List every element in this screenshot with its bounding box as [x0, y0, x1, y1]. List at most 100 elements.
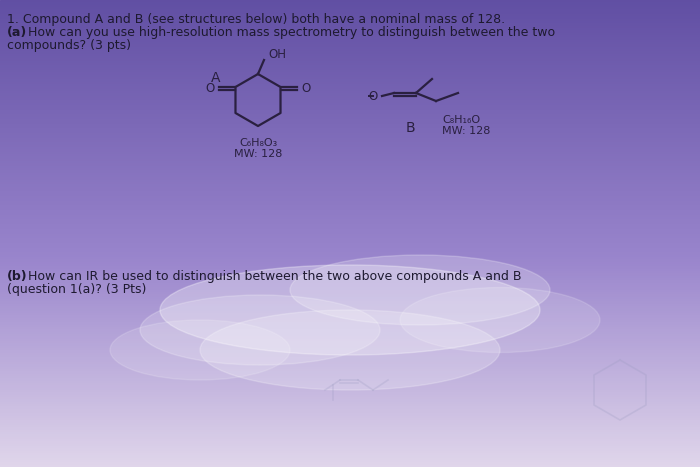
Bar [0, 252, 700, 255]
Bar [0, 131, 700, 133]
Bar [0, 299, 700, 301]
Bar [0, 451, 700, 453]
Bar [0, 89, 700, 91]
Bar [0, 259, 700, 262]
Bar [0, 399, 700, 402]
Bar [0, 47, 700, 49]
Bar [0, 93, 700, 96]
Bar [0, 149, 700, 152]
Bar [0, 329, 700, 332]
Bar [0, 409, 700, 411]
Bar [0, 205, 700, 208]
Bar [0, 112, 700, 114]
Bar [0, 119, 700, 121]
Bar [0, 208, 700, 210]
Bar [0, 107, 700, 110]
Bar [0, 58, 700, 61]
Bar [0, 75, 700, 77]
Bar [0, 245, 700, 248]
Bar [0, 163, 700, 166]
Bar [0, 28, 700, 30]
Bar [0, 229, 700, 231]
Bar [0, 166, 700, 168]
Bar [0, 369, 700, 371]
Bar [0, 12, 700, 14]
Text: compounds? (3 pts): compounds? (3 pts) [7, 39, 131, 52]
Bar [0, 406, 700, 409]
Bar [0, 378, 700, 381]
Bar [0, 231, 700, 234]
Bar [0, 40, 700, 42]
Bar [0, 357, 700, 360]
Bar [0, 334, 700, 336]
Bar [0, 121, 700, 124]
Bar [0, 381, 700, 383]
Bar [0, 234, 700, 236]
Bar [0, 278, 700, 280]
Bar [0, 159, 700, 161]
Bar [0, 142, 700, 145]
Text: O: O [205, 82, 214, 95]
Bar [0, 297, 700, 299]
Bar [0, 444, 700, 446]
Text: B: B [405, 121, 415, 135]
Bar [0, 430, 700, 432]
Bar [0, 14, 700, 16]
Bar [0, 138, 700, 140]
Bar [0, 5, 700, 7]
Bar [0, 173, 700, 175]
Bar [0, 390, 700, 392]
Ellipse shape [140, 295, 380, 365]
Bar [0, 86, 700, 89]
Bar [0, 170, 700, 173]
Bar [0, 84, 700, 86]
Bar [0, 336, 700, 339]
Bar [0, 161, 700, 163]
Ellipse shape [110, 320, 290, 380]
Bar [0, 327, 700, 329]
Bar [0, 350, 700, 353]
Bar [0, 460, 700, 462]
Bar [0, 418, 700, 420]
Bar [0, 462, 700, 465]
Bar [0, 147, 700, 149]
Ellipse shape [200, 310, 500, 390]
Bar [0, 49, 700, 51]
Bar [0, 313, 700, 315]
Bar [0, 280, 700, 283]
Bar [0, 212, 700, 215]
Bar [0, 339, 700, 341]
Bar [0, 35, 700, 37]
Bar [0, 341, 700, 343]
Text: A: A [211, 71, 220, 85]
Bar [0, 184, 700, 187]
Bar [0, 135, 700, 138]
Bar [0, 222, 700, 224]
Bar [0, 257, 700, 259]
Bar [0, 226, 700, 229]
Bar [0, 348, 700, 350]
Bar [0, 374, 700, 376]
Bar [0, 315, 700, 318]
Bar [0, 423, 700, 425]
Bar [0, 306, 700, 308]
Bar [0, 0, 700, 2]
Bar [0, 201, 700, 203]
Bar [0, 70, 700, 72]
Bar [0, 248, 700, 250]
Bar [0, 37, 700, 40]
Bar [0, 23, 700, 26]
Text: MW: 128: MW: 128 [442, 126, 491, 136]
Bar [0, 420, 700, 423]
Bar [0, 26, 700, 28]
Bar [0, 425, 700, 427]
Bar [0, 346, 700, 348]
Bar [0, 100, 700, 103]
Bar [0, 91, 700, 93]
Bar [0, 383, 700, 385]
Bar [0, 273, 700, 276]
Bar [0, 7, 700, 9]
Bar [0, 434, 700, 437]
Bar [0, 455, 700, 458]
Bar [0, 128, 700, 131]
